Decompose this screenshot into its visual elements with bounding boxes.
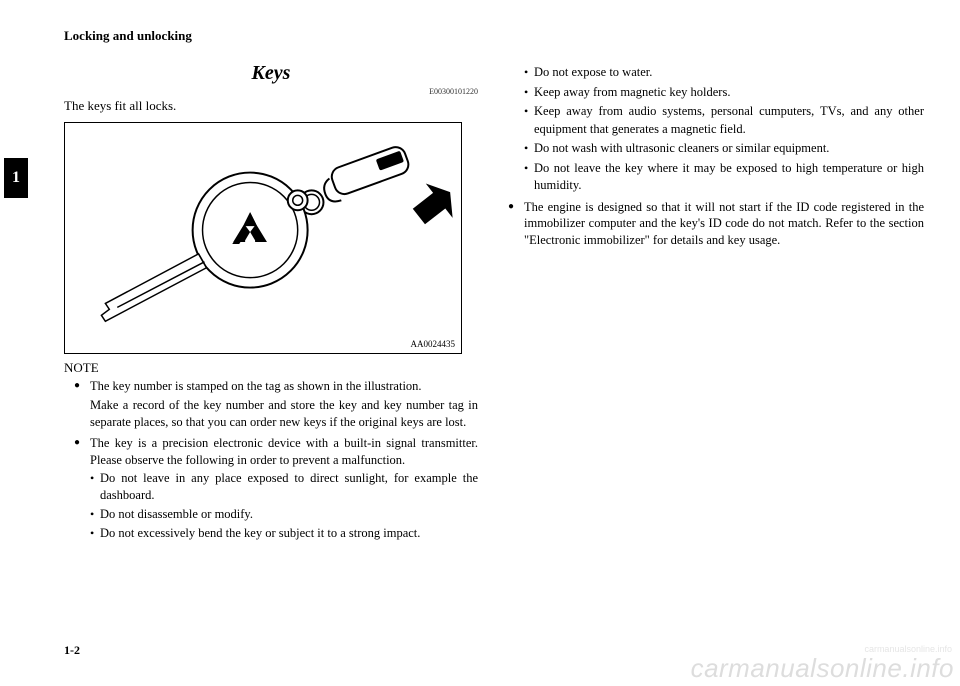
intro-text: The keys fit all locks. [64,98,478,114]
chapter-number: 1 [12,169,20,187]
left-column: Keys E00300101220 The keys fit all locks… [64,62,478,546]
page: Locking and unlocking 1 Keys E0030010122… [28,20,932,666]
section-header: Locking and unlocking [64,28,192,44]
page-number: 1-2 [64,643,80,658]
note-bullet-2-sublist: Do not leave in any place exposed to dir… [90,470,478,542]
right-sublist: Do not expose to water. Keep away from m… [510,64,924,195]
sub-item: Do not excessively bend the key or subje… [90,525,478,542]
figure-label: AA0024435 [411,339,456,349]
key-figure: AA0024435 [64,122,462,354]
content-columns: Keys E00300101220 The keys fit all locks… [64,62,924,546]
reference-code: E00300101220 [64,87,478,96]
note-heading: NOTE [64,360,478,376]
sub-item: Do not disassemble or modify. [90,506,478,523]
sub-item: Keep away from audio systems, personal c… [524,103,924,138]
note-bullet-1-para2: Make a record of the key number and stor… [90,397,478,431]
right-bullet: The engine is designed so that it will n… [512,199,924,250]
right-column: Do not expose to water. Keep away from m… [510,62,924,546]
key-illustration-svg [65,123,461,353]
note-bullet-1: The key number is stamped on the tag as … [78,378,478,431]
sub-item: Keep away from magnetic key holders. [524,84,924,102]
note-bullet-2-text: The key is a precision electronic device… [90,436,478,467]
page-title: Keys [64,62,478,85]
sub-item: Do not wash with ultrasonic cleaners or … [524,140,924,158]
note-bullet-2: The key is a precision electronic device… [78,435,478,542]
sub-item: Do not leave the key where it may be exp… [524,160,924,195]
note-bullet-1-text: The key number is stamped on the tag as … [90,379,422,393]
sub-item: Do not leave in any place exposed to dir… [90,470,478,504]
sub-item: Do not expose to water. [524,64,924,82]
chapter-tab: 1 [4,158,28,198]
right-bullet-list: The engine is designed so that it will n… [510,199,924,250]
note-bullet-list: The key number is stamped on the tag as … [64,378,478,542]
